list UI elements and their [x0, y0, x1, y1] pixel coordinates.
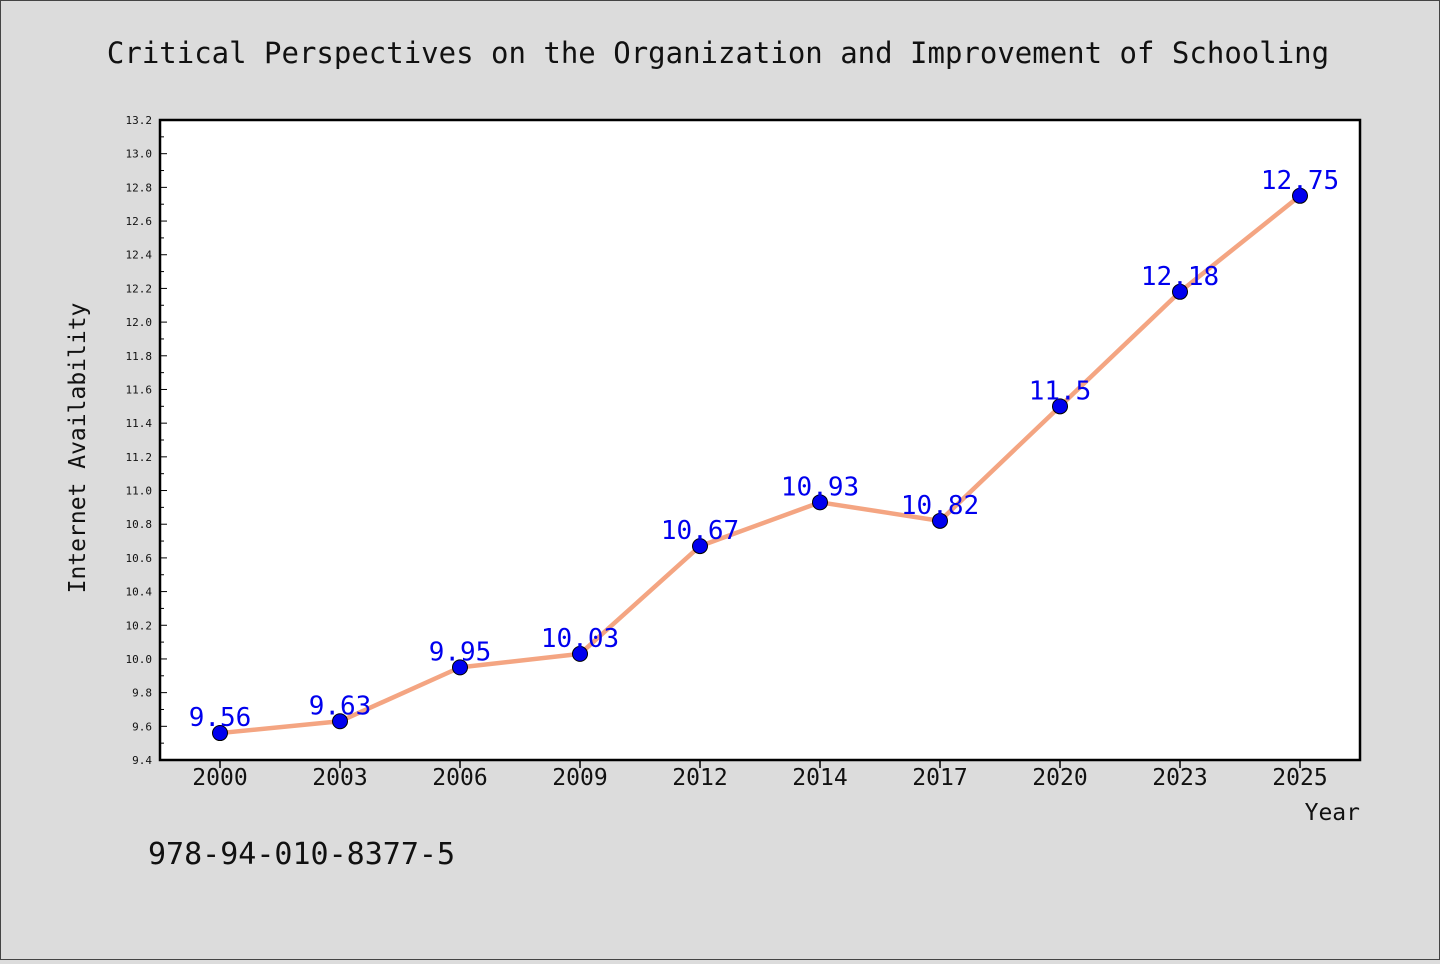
data-label: 12.18 [1141, 262, 1219, 292]
data-label: 10.82 [901, 491, 979, 521]
y-tick-label: 9.4 [132, 754, 152, 767]
data-label: 9.63 [309, 691, 372, 721]
data-label: 10.03 [541, 624, 619, 654]
series-line [217, 193, 1303, 736]
y-tick-label: 10.4 [126, 586, 153, 599]
y-tick-label: 12.8 [126, 181, 153, 194]
y-tick-label: 12.4 [126, 249, 153, 262]
data-point [812, 494, 828, 511]
isbn-annotation: 978-94-010-8377-5 [148, 837, 455, 872]
data-label: 9.95 [429, 637, 492, 667]
x-tick-label: 2000 [192, 765, 247, 791]
data-point [1052, 398, 1068, 415]
data-point [572, 645, 588, 662]
y-tick-label: 11.6 [126, 383, 153, 396]
chart-title: Critical Perspectives on the Organizatio… [107, 36, 1329, 70]
data-point [1172, 283, 1188, 300]
data-point [452, 659, 468, 676]
y-tick-label: 9.8 [132, 687, 152, 700]
y-tick-label: 10.0 [126, 653, 153, 666]
data-label: 9.56 [189, 703, 252, 733]
data-label: 12.75 [1261, 166, 1339, 196]
x-axis-label: Year [1305, 800, 1360, 826]
y-tick-label: 11.0 [126, 485, 153, 498]
y-tick-label: 11.8 [126, 350, 153, 363]
data-point [212, 725, 228, 742]
y-tick-label: 10.2 [126, 619, 153, 632]
plot-area [160, 120, 1360, 760]
y-tick-label: 13.2 [126, 114, 153, 127]
x-tick-label: 2014 [792, 765, 847, 791]
x-tick-label: 2006 [432, 765, 487, 791]
x-axis: 2000 2003 2006 2009 2012 2014 2017 2020 2023 2025 [192, 760, 1328, 791]
y-tick-label: 12.2 [126, 282, 153, 295]
y-tick-label: 11.2 [126, 451, 153, 464]
data-label: 11.5 [1029, 376, 1092, 406]
y-tick-label: 11.4 [126, 417, 153, 430]
x-tick-label: 2009 [552, 765, 607, 791]
y-axis-label: Internet Availability [65, 303, 91, 594]
data-point [332, 713, 348, 730]
data-point [1292, 187, 1308, 204]
x-tick-label: 2020 [1032, 765, 1087, 791]
plot-frame [158, 118, 1362, 762]
y-tick-label: 12.6 [126, 215, 153, 228]
y-tick-label: 12.0 [126, 316, 153, 329]
x-tick-label: 2003 [312, 765, 367, 791]
data-point [932, 512, 948, 529]
y-tick-label: 10.6 [126, 552, 153, 565]
y-tick-label: 9.6 [132, 720, 152, 733]
data-label: 10.93 [781, 472, 859, 502]
x-tick-label: 2025 [1272, 765, 1327, 791]
data-label: 10.67 [661, 516, 739, 546]
x-tick-label: 2023 [1152, 765, 1207, 791]
y-tick-label: 13.0 [126, 148, 153, 161]
x-tick-label: 2012 [672, 765, 727, 791]
y-tick-label: 10.8 [126, 518, 153, 531]
series-layer: 9.56 9.63 9.95 10.03 10.67 10.93 10.82 11.5 12.1… [189, 166, 1339, 742]
data-point [692, 538, 708, 555]
x-tick-label: 2017 [912, 765, 967, 791]
